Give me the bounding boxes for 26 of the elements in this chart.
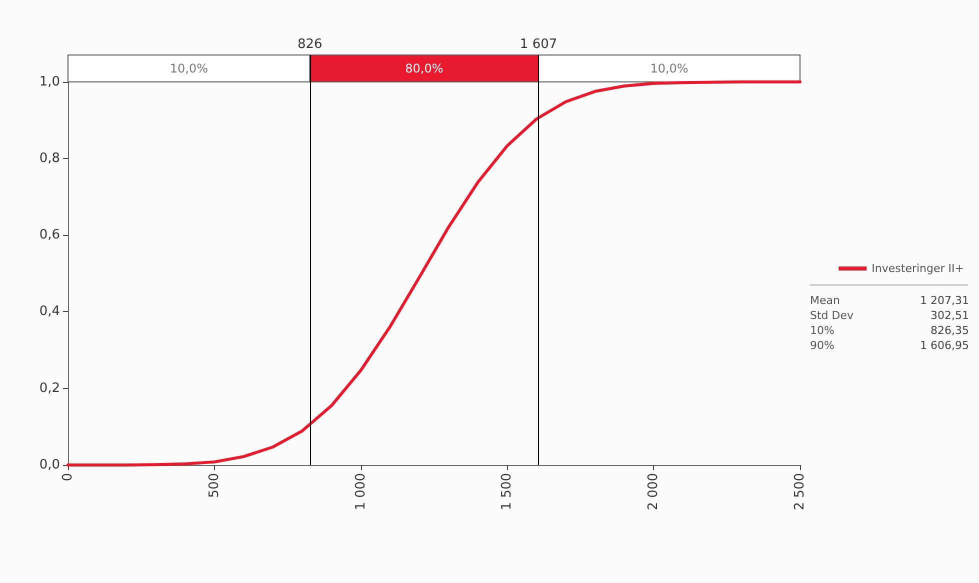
y-tick-label: 0,8 xyxy=(39,150,60,166)
text: 1 606,95 xyxy=(920,339,969,352)
y-tick-label: 0,2 xyxy=(39,380,60,396)
ref-line-label: 1 607 xyxy=(520,37,558,52)
text: 826,35 xyxy=(930,324,969,337)
text: 10% xyxy=(810,324,834,337)
x-tick-label: 1 500 xyxy=(500,473,515,510)
y-tick-label: 1,0 xyxy=(39,74,60,90)
y-tick-label: 0,0 xyxy=(39,458,60,472)
text: 1 207,31 xyxy=(920,294,969,307)
x-tick-label: 0 xyxy=(60,473,76,482)
band-label: 10,0% xyxy=(650,61,688,76)
text: Mean xyxy=(810,294,840,307)
legend-label: Investeringer II+ xyxy=(872,262,964,275)
y-tick-label: 0,4 xyxy=(39,304,60,320)
x-tick-label: 2 500 xyxy=(792,473,808,510)
x-tick-label: 1 000 xyxy=(353,473,368,510)
y-tick-label: 0,6 xyxy=(39,228,60,243)
x-tick-label: 500 xyxy=(206,473,222,498)
text: 90% xyxy=(810,339,834,352)
text: 302,51 xyxy=(930,309,969,322)
x-tick-label: 2 000 xyxy=(646,473,662,510)
text: Std Dev xyxy=(810,309,854,322)
ref-line-label: 826 xyxy=(297,37,322,52)
band-label: 80,0% xyxy=(405,61,444,76)
band-label: 10,0% xyxy=(170,61,208,76)
